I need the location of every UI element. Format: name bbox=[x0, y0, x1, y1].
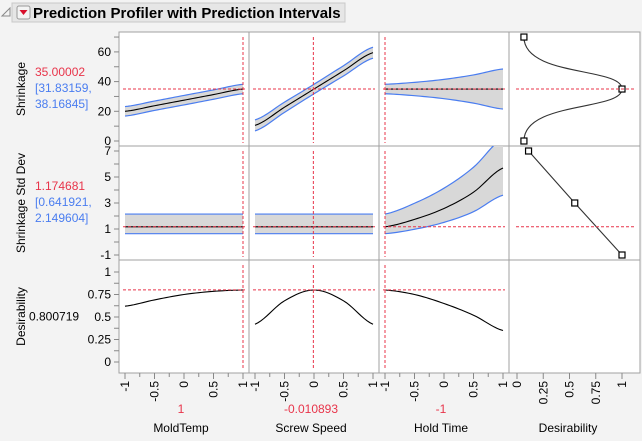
y-tick-label: 60 bbox=[98, 45, 112, 59]
y-tick-label: 5 bbox=[104, 170, 111, 184]
x-tick-label: 0 bbox=[177, 381, 191, 388]
upper-interval-line bbox=[124, 83, 244, 108]
y-tick-label: 0 bbox=[104, 134, 111, 148]
response-name: Shrinkage Std Dev bbox=[14, 153, 28, 253]
plot-panel bbox=[378, 259, 510, 374]
desirability-handle[interactable] bbox=[524, 147, 533, 155]
plot-panel bbox=[248, 145, 380, 261]
y-tick-label: 0 bbox=[104, 355, 111, 369]
x-tick-label: 1 bbox=[615, 381, 629, 388]
desirability-handle[interactable] bbox=[520, 137, 528, 145]
plot-panel bbox=[118, 259, 250, 374]
x-tick-label: 0.75 bbox=[589, 381, 603, 405]
y-tick-label: 0.75 bbox=[88, 288, 112, 302]
y-tick-label: 0.25 bbox=[88, 333, 112, 347]
x-tick-label: 0 bbox=[307, 381, 321, 388]
prediction-interval-text: 2.149604] bbox=[35, 211, 88, 225]
upper-interval-line bbox=[384, 146, 495, 215]
x-tick-label: 0.5 bbox=[337, 381, 351, 398]
x-tick-label: 0.5 bbox=[467, 381, 481, 398]
y-tick-label: 20 bbox=[98, 104, 112, 118]
prediction-interval-band bbox=[125, 214, 243, 234]
factor-name: Hold Time bbox=[414, 421, 468, 435]
prediction-interval-text: 38.16845] bbox=[35, 97, 88, 111]
prediction-trace bbox=[384, 289, 504, 332]
x-tick-label: -1 bbox=[378, 381, 392, 392]
x-tick-label: -1 bbox=[248, 381, 262, 392]
profiler-title: Prediction Profiler with Prediction Inte… bbox=[33, 5, 341, 22]
lower-interval-line bbox=[384, 93, 504, 110]
x-tick-label: -0.5 bbox=[148, 381, 162, 402]
x-tick-label: 1 bbox=[236, 381, 250, 388]
x-tick-label: 1 bbox=[496, 381, 510, 388]
lower-interval-line bbox=[124, 93, 244, 117]
response-current-value: 35.00002 bbox=[35, 65, 85, 79]
x-tick-label: 0 bbox=[510, 381, 524, 388]
prediction-trace bbox=[124, 289, 244, 307]
upper-interval-line bbox=[384, 68, 504, 85]
response-name: Desirability bbox=[14, 287, 28, 346]
y-tick-label: -1 bbox=[100, 248, 111, 262]
factor-current-value[interactable]: 1 bbox=[178, 402, 185, 416]
lower-interval-line bbox=[384, 194, 504, 235]
response-current-value: 1.174681 bbox=[35, 179, 85, 193]
row-1-plots bbox=[125, 146, 504, 235]
y-tick-label: 1 bbox=[104, 265, 111, 279]
factor-name: Screw Speed bbox=[275, 421, 346, 435]
plot-panel bbox=[508, 259, 641, 374]
y-tick-label: 1 bbox=[104, 222, 111, 236]
prediction-trace bbox=[124, 88, 244, 112]
prediction-interval-band bbox=[255, 214, 373, 234]
prediction-interval-text: [31.83159, bbox=[35, 81, 92, 95]
prediction-interval-text: [0.641921, bbox=[35, 195, 92, 209]
y-tick-label: 40 bbox=[98, 75, 112, 89]
title-bar: Prediction Profiler with Prediction Inte… bbox=[0, 2, 346, 23]
plot-panel bbox=[248, 259, 380, 374]
x-tick-label: -1 bbox=[118, 381, 132, 392]
response-name: Shrinkage bbox=[14, 62, 28, 116]
lower-interval-line bbox=[254, 57, 374, 132]
x-tick-label: 1 bbox=[366, 381, 380, 388]
x-tick-label: 0.25 bbox=[536, 381, 550, 405]
x-tick-label: -0.5 bbox=[408, 381, 422, 402]
desirability-value: 0.800719 bbox=[29, 310, 79, 324]
disclosure-triangle-icon[interactable] bbox=[0, 6, 11, 17]
prediction-trace bbox=[384, 167, 504, 228]
factor-name: MoldTemp bbox=[153, 421, 209, 435]
upper-interval-line bbox=[254, 46, 374, 121]
factor-current-value[interactable]: -1 bbox=[436, 402, 447, 416]
desirability-handle[interactable] bbox=[571, 199, 579, 207]
desirability-handle[interactable] bbox=[520, 33, 528, 41]
factor-current-value[interactable]: -0.010893 bbox=[284, 402, 338, 416]
x-tick-label: 0 bbox=[437, 381, 451, 388]
x-tick-label: -0.5 bbox=[278, 381, 292, 402]
red-triangle-menu-icon[interactable] bbox=[16, 5, 31, 20]
x-tick-label: 0.5 bbox=[207, 381, 221, 398]
desirability-axis-name: Desirability bbox=[539, 421, 598, 435]
desirability-handle[interactable] bbox=[618, 251, 626, 259]
plot-panel bbox=[118, 145, 250, 261]
y-tick-label: 0.5 bbox=[94, 310, 111, 324]
x-tick-label: 0.5 bbox=[563, 381, 577, 398]
y-tick-label: 7 bbox=[104, 144, 111, 158]
y-tick-label: 3 bbox=[104, 196, 111, 210]
